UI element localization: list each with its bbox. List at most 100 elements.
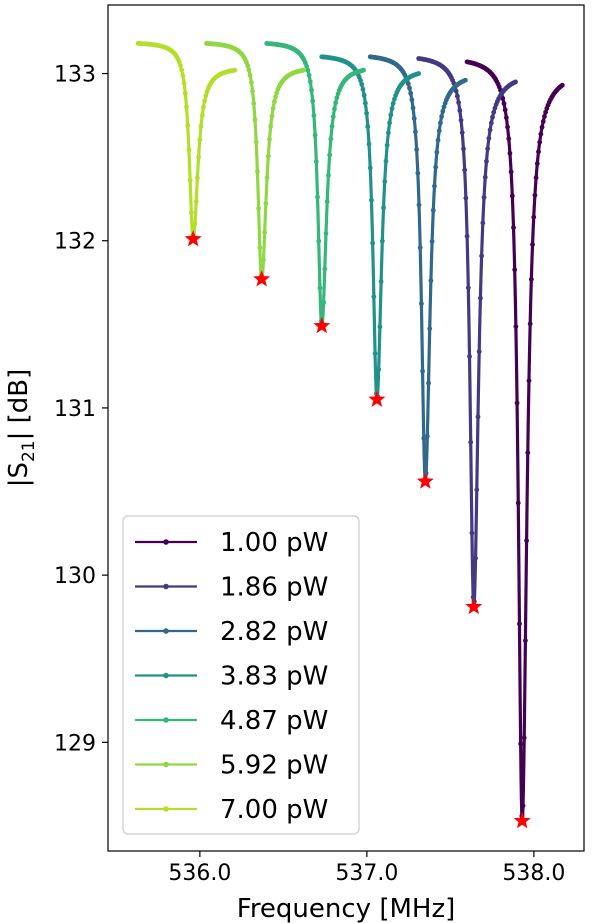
series-point: [378, 279, 384, 284]
y-axis-label-main: |S: [4, 462, 34, 487]
series-point: [359, 81, 365, 87]
series-point: [518, 741, 524, 747]
series-point: [361, 92, 367, 98]
series-point: [390, 100, 396, 106]
series-point: [371, 294, 377, 300]
series-point: [468, 439, 474, 445]
series-point: [270, 105, 276, 111]
series-point: [530, 242, 535, 247]
series-point: [428, 278, 434, 284]
series-point: [245, 63, 251, 69]
series-point: [534, 161, 540, 166]
series-1: [416, 56, 518, 608]
series-point: [361, 67, 366, 73]
series-point: [456, 100, 462, 105]
series-point: [511, 225, 516, 230]
series-point: [542, 114, 547, 119]
series-point: [540, 119, 546, 124]
series-point: [429, 239, 435, 244]
series-point: [180, 73, 186, 79]
series-point: [439, 114, 445, 119]
series-point: [384, 142, 390, 148]
series-point: [474, 487, 480, 493]
x-tick-label: 538.0: [502, 861, 565, 886]
series-point: [421, 435, 427, 441]
min-marker-3: [368, 390, 386, 407]
series-point: [305, 67, 311, 73]
series-point: [268, 123, 274, 129]
series-point: [202, 98, 208, 104]
series-point: [427, 326, 433, 332]
plot-area-frame: [107, 4, 585, 852]
series-point: [358, 78, 363, 83]
series-point: [323, 231, 329, 236]
series-2: [367, 54, 468, 484]
series-point: [334, 95, 340, 101]
legend: 1.00 pW 1.86 pW 2.82 pW 3.83 pW 4.87 pW 5.92 …: [122, 515, 360, 835]
series-point: [467, 354, 472, 359]
series-point: [458, 117, 464, 123]
series-point: [432, 183, 437, 189]
series-point: [324, 199, 330, 205]
series-point: [502, 107, 508, 113]
legend-label: 4.87 pW: [220, 706, 328, 736]
y-axis-label-subscript: 21: [19, 440, 39, 462]
series-point: [438, 120, 443, 126]
series-point: [520, 803, 526, 809]
series-point: [465, 285, 471, 291]
series-point: [435, 137, 441, 143]
series-point: [251, 101, 257, 106]
series-point: [457, 107, 463, 113]
min-marker-0: [513, 811, 531, 829]
series-point: [199, 113, 205, 118]
series-point: [329, 124, 335, 129]
series-point: [513, 79, 518, 85]
series-point: [389, 106, 395, 111]
series-point: [269, 113, 275, 119]
series-point: [326, 173, 331, 178]
series-point: [411, 115, 417, 121]
legend-label: 7.00 pW: [220, 795, 328, 825]
y-tick-label: 133: [54, 63, 96, 88]
series-point: [193, 199, 199, 204]
series-point: [307, 79, 313, 85]
series-point: [503, 115, 509, 121]
x-tick-label: 536.0: [168, 861, 231, 886]
x-tick-label: 537.0: [335, 861, 398, 886]
legend-swatch-marker: [163, 583, 169, 590]
y-tick-label: 130: [54, 564, 96, 589]
series-0: [464, 59, 565, 823]
series-point: [455, 93, 460, 99]
min-marker-layer: [184, 230, 531, 829]
series-point: [248, 79, 254, 85]
svg-text:|S21| [dB]: |S21| [dB]: [4, 369, 39, 488]
series-point: [559, 82, 565, 88]
y-tick-label: 129: [54, 731, 96, 756]
series-point: [261, 257, 266, 263]
series-point: [185, 122, 191, 128]
series-point: [481, 194, 487, 200]
series-point: [376, 367, 382, 372]
series-point: [459, 130, 465, 136]
series-point: [508, 169, 514, 175]
series-point: [487, 127, 493, 133]
series-point: [370, 240, 376, 246]
legend-item-1: 1.86 pW: [135, 573, 328, 603]
series-point: [264, 175, 270, 180]
legend-label: 1.86 pW: [220, 573, 328, 603]
legend-swatch-marker: [163, 806, 169, 812]
series-point: [253, 139, 259, 145]
legend-swatch-marker: [163, 717, 169, 723]
series-point: [490, 114, 495, 120]
series-5: [204, 41, 306, 281]
series-point: [198, 123, 204, 129]
series-point: [178, 63, 183, 68]
series-point: [475, 414, 481, 420]
series-point: [506, 136, 512, 142]
series-point: [426, 380, 431, 386]
series-point: [436, 128, 442, 134]
y-axis-ticks: 129 130 131 132 133: [54, 63, 108, 756]
series-point: [476, 349, 482, 354]
series-point: [416, 202, 422, 208]
series-point: [417, 245, 423, 251]
